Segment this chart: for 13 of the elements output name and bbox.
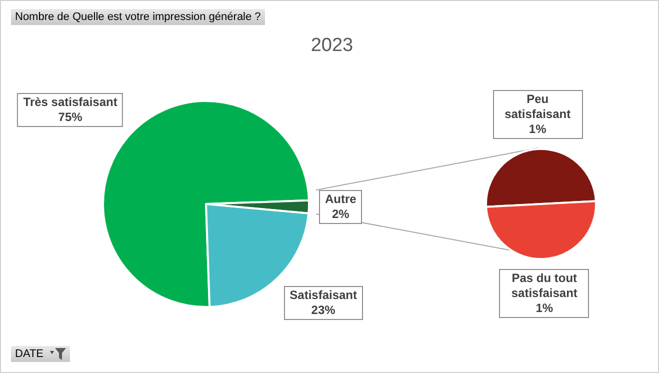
- data-label: 1%: [534, 300, 554, 316]
- slice-label: Autre: [324, 192, 356, 208]
- data-label: 75%: [57, 110, 84, 125]
- slice-label: Peu satisfaisant: [504, 92, 572, 122]
- chart-title: 2023: [310, 35, 354, 56]
- data-label: 2%: [330, 207, 350, 222]
- slice-label: Pas du tout satisfaisant: [510, 270, 578, 301]
- text: Nombre de Quelle est votre impression générale ?: [11, 9, 265, 25]
- data-label: 23%: [310, 303, 336, 318]
- data-label: 1%: [528, 122, 548, 138]
- text: DATE: [15, 348, 44, 360]
- slice-label: Très satisfaisant: [23, 94, 118, 110]
- slice-label: Satisfaisant: [290, 288, 357, 304]
